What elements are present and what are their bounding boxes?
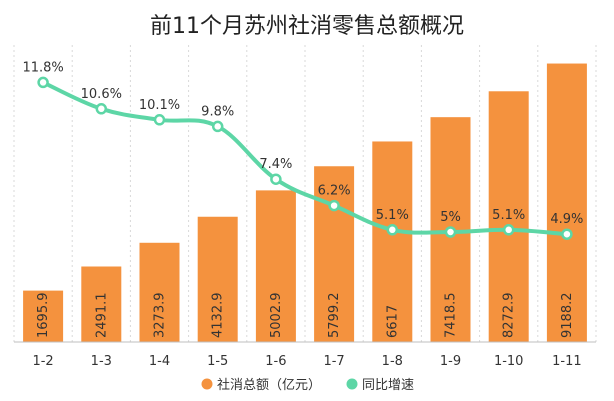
growth-point	[153, 114, 166, 126]
x-tick-label: 1-5	[207, 354, 228, 369]
growth-point	[211, 120, 224, 133]
growth-value-label: 10.1%	[139, 98, 180, 113]
growth-value-label: 5%	[440, 210, 461, 225]
x-tick-label: 1-2	[32, 354, 53, 369]
x-tick-label: 1-7	[323, 354, 344, 369]
bar	[139, 242, 180, 342]
growth-value-label: 7.4%	[259, 157, 292, 172]
growth-point	[502, 224, 515, 236]
chart-title: 前11个月苏州社消零售总额概况	[150, 14, 464, 39]
legend-marker-line	[346, 378, 358, 390]
bar	[23, 290, 64, 342]
bar-value-label: 9188.2	[560, 293, 575, 339]
growth-point	[37, 76, 49, 89]
growth-value-label: 5.1%	[376, 208, 409, 223]
x-tick-labels: 1-2 1-3 1-4 1-5 1-6 1-7 1-8 1-9 1-10 1-11	[32, 354, 581, 369]
bar	[81, 266, 122, 342]
bar-series	[23, 63, 587, 342]
bar-value-label: 8272.9	[502, 293, 517, 339]
x-tick-label: 1-9	[440, 354, 461, 369]
growth-value-label: 6.2%	[318, 184, 351, 199]
growth-labels: 11.8% 10.6% 10.1% 9.8% 7.4% 6.2% 5.1% 5% 5.1% 4.9…	[22, 60, 583, 227]
bar-value-label: 5799.2	[327, 293, 342, 339]
growth-value-label: 9.8%	[201, 104, 234, 119]
growth-point	[328, 199, 340, 212]
bar	[197, 216, 238, 342]
bar	[255, 190, 296, 342]
legend-label-line: 同比增速	[362, 378, 414, 393]
growth-value-label: 10.6%	[81, 87, 122, 102]
bar-value-label: 1695.9	[36, 293, 51, 339]
growth-point	[95, 103, 108, 115]
bar-value-label: 2491.1	[94, 293, 109, 339]
growth-value-label: 11.8%	[22, 60, 63, 75]
bar	[488, 91, 529, 342]
x-tick-label: 1-3	[91, 354, 112, 369]
growth-line	[41, 80, 569, 237]
bar	[314, 166, 355, 342]
bar	[546, 63, 587, 342]
bar-value-label: 4132.9	[211, 293, 226, 339]
x-tick-label: 1-11	[552, 354, 582, 369]
bar	[372, 141, 413, 342]
growth-point	[386, 224, 399, 236]
x-tick-label: 1-10	[494, 354, 524, 369]
x-tick-label: 1-6	[265, 354, 286, 369]
growth-point	[444, 226, 457, 238]
bar-value-label: 5002.9	[269, 293, 284, 339]
bar-value-label: 3273.9	[153, 293, 168, 339]
legend-marker-bar	[201, 378, 213, 390]
x-tick-label: 1-8	[382, 354, 403, 369]
legend: 社消总额（亿元） 同比增速	[201, 377, 414, 393]
growth-value-label: 5.1%	[492, 208, 525, 223]
growth-points	[37, 76, 573, 240]
legend-label-bar: 社消总额（亿元）	[217, 377, 321, 393]
growth-point	[270, 173, 282, 185]
growth-point	[561, 228, 573, 240]
growth-value-label: 4.9%	[550, 212, 583, 227]
bar-value-label: 7418.5	[444, 293, 459, 339]
x-tick-label: 1-4	[149, 354, 170, 369]
bar-value-label: 6617	[385, 305, 400, 338]
bar-labels: 1695.9 2491.1 3273.9 4132.9 5002.9 5799.2 6617…	[36, 293, 575, 339]
